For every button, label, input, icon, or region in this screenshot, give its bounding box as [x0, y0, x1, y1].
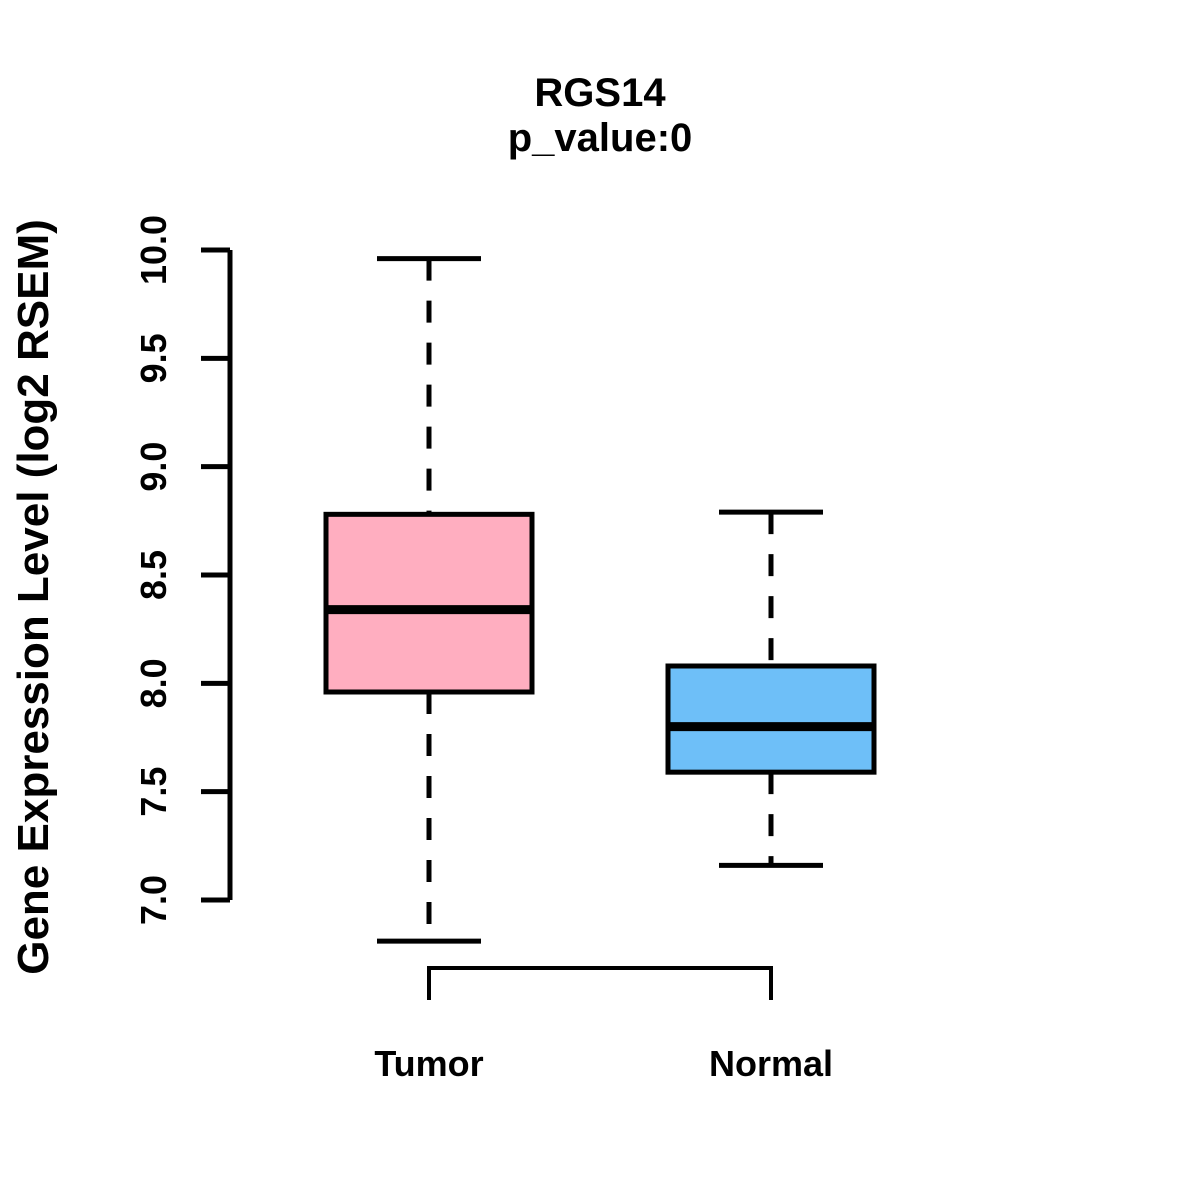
chart-title: RGS14 — [534, 71, 666, 115]
y-axis-label: Gene Expression Level (log2 RSEM) — [9, 219, 58, 975]
y-tick-label: 7.5 — [133, 767, 174, 817]
y-tick-label: 8.0 — [133, 658, 174, 708]
chart-layer: 7.0 7.5 8.0 8.5 9.0 9.5 10.0 Tumor Normal — [133, 215, 877, 1084]
y-tick-label: 10.0 — [133, 215, 174, 285]
y-tick-label: 9.0 — [133, 442, 174, 492]
tumor-box — [323, 511, 535, 695]
y-tick-label: 9.5 — [133, 333, 174, 383]
x-category-label-tumor: Tumor — [374, 1043, 483, 1084]
comparison-bracket — [427, 966, 773, 1000]
chart-subtitle: p_value:0 — [508, 116, 693, 160]
y-tick-label: 8.5 — [133, 550, 174, 600]
normal-box — [665, 663, 877, 775]
y-tick-label: 7.0 — [133, 875, 174, 925]
x-category-label-normal: Normal — [709, 1043, 833, 1084]
